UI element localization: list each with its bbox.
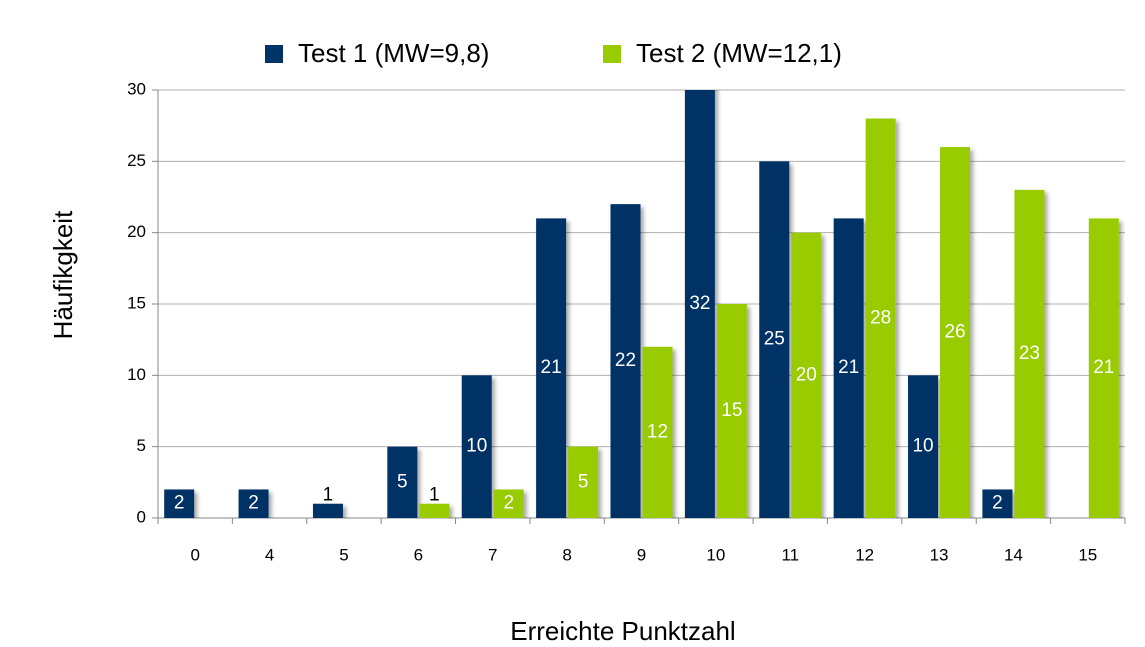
value-label: 20 — [796, 364, 817, 385]
bar — [493, 489, 524, 518]
value-label: 21 — [838, 357, 859, 378]
bar — [684, 90, 715, 518]
y-tick-label: 15 — [127, 293, 146, 312]
value-label: 10 — [466, 436, 487, 457]
legend: Test 1 (MW=9,8) Test 2 (MW=12,1) — [265, 38, 842, 68]
value-label: 10 — [912, 436, 933, 457]
legend-label: Test 2 (MW=12,1) — [636, 38, 842, 68]
labels: 0510152025300242516517102821592212103215… — [127, 79, 1114, 564]
value-label: 15 — [721, 400, 742, 421]
x-tick-label: 8 — [562, 545, 571, 564]
x-tick-label: 13 — [930, 545, 949, 564]
bar — [238, 489, 269, 518]
value-label: 28 — [870, 307, 891, 328]
bar — [791, 232, 822, 518]
x-tick-label: 7 — [488, 545, 497, 564]
y-tick-label: 20 — [127, 222, 146, 241]
bar — [908, 375, 939, 518]
value-label: 1 — [429, 485, 440, 506]
y-tick-label: 10 — [127, 365, 146, 384]
x-tick-label: 11 — [781, 545, 799, 564]
bar — [940, 147, 971, 518]
value-label: 2 — [248, 493, 259, 514]
x-tick-label: 9 — [637, 545, 646, 564]
x-tick-label: 5 — [339, 545, 348, 564]
legend-swatch — [603, 45, 621, 63]
bar — [982, 489, 1013, 518]
x-tick-label: 14 — [1004, 545, 1023, 564]
bar — [610, 204, 641, 518]
bar — [759, 161, 790, 518]
bar — [833, 218, 864, 518]
x-tick-label: 10 — [706, 545, 725, 564]
bar — [1088, 218, 1119, 518]
bar — [1014, 189, 1045, 518]
y-tick-label: 25 — [127, 151, 146, 170]
bar — [164, 489, 195, 518]
y-tick-label: 5 — [137, 436, 146, 455]
value-label: 2 — [992, 493, 1003, 514]
y-tick-label: 0 — [137, 507, 146, 526]
y-tick-label: 30 — [127, 79, 146, 98]
value-label: 2 — [503, 493, 514, 514]
bar — [461, 375, 492, 518]
x-axis-title: Erreichte Punktzahl — [510, 616, 735, 646]
value-label: 2 — [174, 493, 185, 514]
value-label: 5 — [397, 471, 408, 492]
value-label: 32 — [689, 293, 710, 314]
y-axis-title: Häufikgkeit — [48, 210, 78, 339]
bars — [164, 90, 1119, 518]
grid — [152, 89, 1126, 524]
bar — [716, 304, 747, 518]
bar — [642, 346, 673, 518]
bar — [387, 446, 418, 518]
value-label: 12 — [647, 421, 668, 442]
value-label: 25 — [764, 329, 785, 350]
x-tick-label: 6 — [414, 545, 423, 564]
value-label: 21 — [1093, 357, 1114, 378]
bar — [536, 218, 567, 518]
value-label: 23 — [1019, 343, 1040, 364]
x-tick-label: 0 — [190, 545, 199, 564]
value-label: 26 — [944, 322, 965, 343]
legend-label: Test 1 (MW=9,8) — [298, 38, 489, 68]
bar — [865, 118, 896, 518]
x-tick-label: 12 — [855, 545, 874, 564]
x-tick-label: 4 — [265, 545, 274, 564]
legend-swatch — [265, 45, 283, 63]
value-label: 21 — [541, 357, 562, 378]
bar — [419, 503, 450, 518]
x-tick-label: 15 — [1078, 545, 1097, 564]
value-label: 5 — [578, 471, 589, 492]
bar — [568, 446, 599, 518]
value-label: 1 — [323, 485, 334, 506]
value-label: 22 — [615, 350, 636, 371]
bar — [312, 503, 343, 518]
